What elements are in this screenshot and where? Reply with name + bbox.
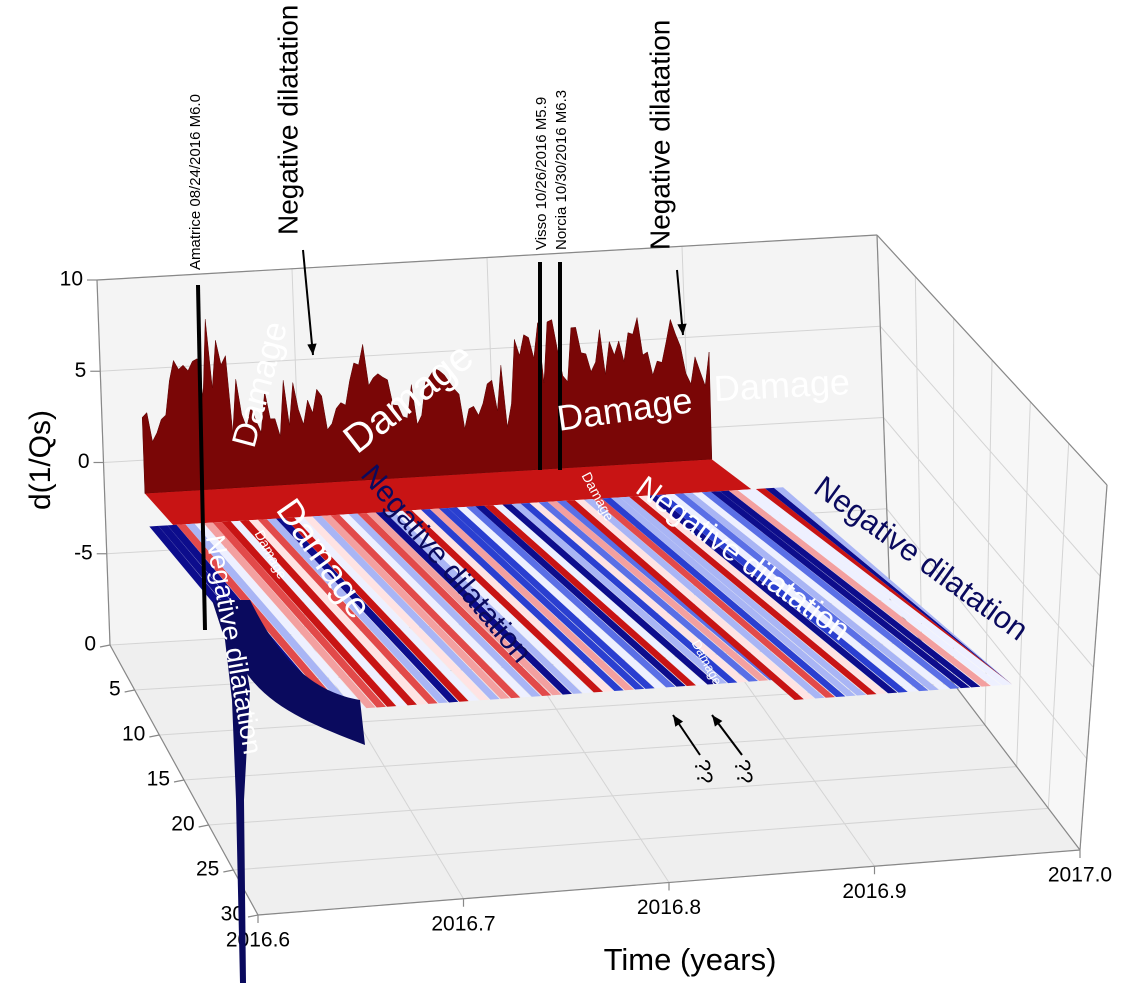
annotation: Negative dilatation: [644, 20, 675, 250]
annotation: Negative dilatation: [272, 5, 303, 235]
annotation: Visso 10/26/2016 M5.9: [533, 97, 550, 250]
z-tick-label: 10: [60, 268, 83, 291]
y-tick-label: 25: [196, 858, 219, 881]
x-axis-title: Time (years): [604, 942, 777, 977]
z-axis-title: d(1/Qs): [24, 410, 57, 510]
z-tick-label: -5: [74, 541, 93, 564]
x-tick-label: 2016.7: [431, 912, 495, 935]
y-tick-label: 5: [109, 678, 121, 701]
annotation: Damage: [713, 361, 851, 409]
z-tick-label: 5: [75, 359, 87, 382]
x-tick-label: 2017.0: [1048, 864, 1112, 887]
z-tick-label: 0: [78, 450, 90, 473]
y-tick-label: 0: [84, 633, 96, 656]
y-tick-label: 15: [147, 768, 170, 791]
annotation: Norcia 10/30/2016 M6.3: [553, 90, 570, 250]
annotation: ??: [729, 757, 758, 785]
y-tick-label: 10: [122, 723, 145, 746]
x-tick-label: 2016.6: [226, 929, 290, 952]
y-tick-label: 20: [171, 813, 194, 836]
x-tick-label: 2016.8: [637, 896, 701, 919]
annotation: Amatrice 08/24/2016 M6.0: [187, 94, 204, 270]
annotation: ??: [689, 757, 718, 785]
chart: d(1/Qs) Time (years) 2016.6 2016.7 2016.8 2…: [0, 0, 1129, 983]
x-tick-label: 2016.9: [842, 880, 906, 903]
